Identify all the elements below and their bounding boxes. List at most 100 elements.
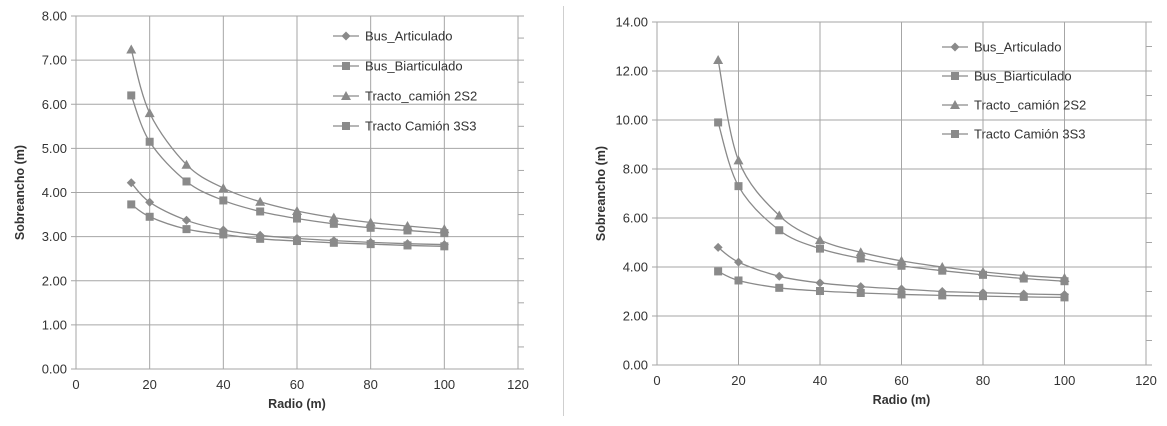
data-point	[713, 54, 724, 64]
data-point	[182, 215, 191, 225]
series-group	[126, 178, 449, 250]
series-line	[717, 122, 1065, 282]
data-point	[1019, 274, 1028, 283]
y-tick-label: 4.00	[42, 185, 67, 200]
x-tick-label: 80	[363, 377, 377, 392]
data-point	[328, 212, 339, 222]
data-point	[182, 177, 191, 186]
data-point	[255, 196, 266, 206]
data-point	[440, 242, 449, 251]
x-tick-label: 0	[653, 373, 660, 388]
y-tick-label: 6.00	[623, 211, 648, 226]
data-point	[127, 91, 136, 100]
data-point	[144, 108, 155, 118]
data-point	[734, 276, 743, 285]
y-tick-label: 0.00	[42, 362, 67, 377]
data-point	[292, 206, 302, 216]
x-tick-label: 100	[433, 377, 455, 392]
data-point	[219, 196, 228, 205]
x-axis-title: Radio (m)	[268, 397, 326, 411]
data-point	[714, 267, 723, 276]
data-point	[979, 292, 987, 301]
data-point	[938, 291, 947, 300]
y-tick-label: 10.00	[615, 113, 648, 128]
y-tick-label: 8.00	[42, 9, 67, 24]
data-point	[938, 266, 947, 275]
series-line	[717, 246, 1065, 296]
legend-label: Bus_Articulado	[974, 40, 1061, 55]
data-point	[145, 137, 154, 146]
y-tick-label: 2.00	[42, 273, 67, 288]
x-tick-label: 60	[290, 377, 304, 392]
data-point	[775, 226, 784, 235]
chart-right: 0 20 40 60 80 100 120 0.00 2.00 4.00 6.00 8.00 10.00…	[594, 15, 1157, 408]
data-point	[856, 254, 865, 263]
y-tick-label: 6.00	[42, 97, 67, 112]
data-point	[127, 200, 136, 209]
series-line	[130, 95, 445, 234]
legend-marker	[341, 91, 351, 100]
data-point	[734, 257, 743, 267]
series-line	[717, 270, 1065, 299]
y-tick-label: 4.00	[623, 260, 648, 275]
legend-label: Tracto Camión 3S3	[974, 127, 1086, 142]
data-point	[816, 244, 824, 253]
data-point	[329, 238, 338, 247]
x-tick-label: 100	[1054, 373, 1076, 388]
data-point	[256, 234, 265, 243]
data-point	[293, 237, 301, 246]
data-point	[403, 241, 412, 250]
x-tick-label: 120	[507, 377, 529, 392]
chart-left: 0 20 40 60 80 100 120 0.00 1.00 2.00 3.00 4.00 5.00 6…	[13, 9, 529, 412]
y-tick-label: 2.00	[623, 309, 648, 324]
y-tick-label: 7.00	[42, 53, 67, 68]
x-tick-label: 120	[1135, 373, 1157, 388]
plot-frame	[75, 15, 519, 370]
plot-frame	[656, 21, 1147, 366]
series-group	[127, 91, 449, 238]
data-point	[218, 183, 229, 193]
legend-marker	[951, 72, 959, 80]
data-point	[856, 288, 865, 297]
y-tick-label: 3.00	[42, 229, 67, 244]
x-tick-label: 40	[813, 373, 827, 388]
data-point	[856, 282, 866, 292]
series-line	[130, 49, 445, 230]
data-point	[979, 270, 987, 279]
data-point	[126, 178, 136, 188]
data-point	[182, 225, 191, 234]
data-point	[733, 155, 744, 165]
y-tick-label: 5.00	[42, 141, 67, 156]
y-tick-label: 0.00	[623, 358, 648, 373]
data-point	[1060, 277, 1069, 286]
series-group	[714, 118, 1069, 286]
legend-label: Bus_Articulado	[365, 29, 452, 44]
legend-marker	[342, 122, 350, 130]
legend-marker	[341, 31, 351, 41]
data-point	[181, 159, 192, 169]
data-point	[219, 230, 228, 239]
y-tick-label: 12.00	[615, 64, 648, 79]
data-point	[815, 235, 825, 245]
data-point	[1019, 292, 1028, 301]
data-point	[855, 247, 866, 257]
data-point	[897, 261, 906, 270]
x-tick-label: 80	[976, 373, 990, 388]
legend-label: Tracto_camión 2S2	[365, 89, 477, 104]
y-tick-label: 8.00	[623, 162, 648, 177]
x-tick-label: 40	[216, 377, 230, 392]
series-group	[714, 267, 1069, 302]
series-group	[127, 200, 449, 251]
series-group	[713, 242, 1069, 300]
data-point	[774, 271, 784, 281]
data-point	[734, 182, 743, 191]
legend-marker	[951, 130, 959, 138]
x-tick-label: 0	[72, 377, 79, 392]
data-point	[713, 242, 723, 252]
legend-marker	[342, 62, 350, 70]
y-axis-title: Sobreancho (m)	[594, 146, 608, 241]
legend-label: Bus_Biarticulado	[974, 69, 1072, 84]
data-point	[126, 44, 137, 54]
data-point	[145, 212, 154, 221]
data-point	[774, 210, 785, 220]
